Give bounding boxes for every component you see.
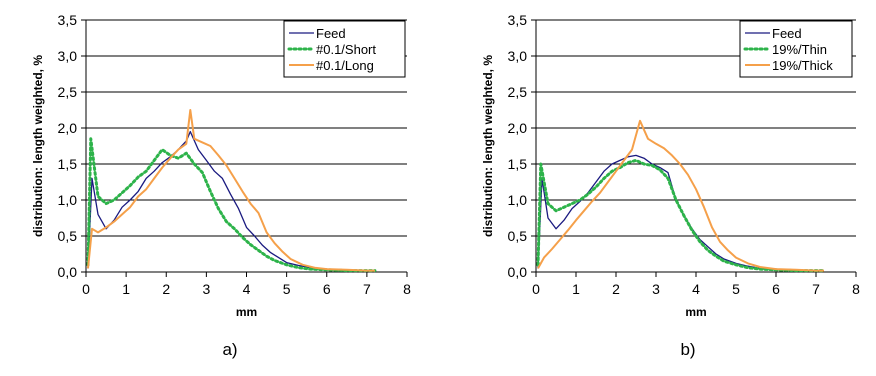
y-tick-label: 0,5 [58,228,78,244]
x-tick-label: 0 [82,281,90,297]
x-tick-label: 1 [122,281,130,297]
y-tick-label: 0,0 [508,264,528,280]
x-tick-label: 4 [243,281,251,297]
x-tick-label: 5 [732,281,740,297]
y-tick-label: 0,5 [508,228,528,244]
x-tick-label: 3 [202,281,210,297]
legend-label: #0.1/Long [316,58,374,73]
legend-label: 19%/Thick [772,58,833,73]
legend-label: Feed [316,26,346,41]
x-tick-label: 7 [812,281,820,297]
x-tick-label: 2 [162,281,170,297]
y-tick-label: 2,0 [508,120,528,136]
y-axis-label: distribution: length weighted, % [31,55,45,237]
series-line-19-thick [537,119,824,272]
series-line-feed [87,130,375,272]
y-tick-label: 2,5 [58,84,78,100]
y-tick-label: 3,5 [58,12,78,28]
y-tick-label: 1,0 [508,192,528,208]
series-line--0-1-short [86,137,377,273]
y-tick-label: 2,0 [58,120,78,136]
legend-label: 19%/Thin [772,42,827,57]
y-axis-label: distribution: length weighted, % [481,55,495,237]
series-line-19-thin [536,158,826,273]
x-tick-label: 0 [532,281,540,297]
legend-label: #0.1/Short [316,42,376,57]
chart-panel-a: 0,0 0,5 1,0 1,5 2,0 2,5 3,0 3,5 0 1 2 3 4 5 6 7 8 mm distr… [31,12,411,359]
x-tick-label: 6 [772,281,780,297]
legend-label: Feed [772,26,802,41]
y-tick-label: 1,0 [58,192,78,208]
series-line--0-1-long [87,109,375,272]
chart-panel-b: 0,0 0,5 1,0 1,5 2,0 2,5 3,0 3,5 0 1 2 3 4 5 6 7 8 mm distr… [481,12,860,359]
x-tick-label: 1 [572,281,580,297]
y-tick-label: 0,0 [58,264,78,280]
x-tick-label: 2 [612,281,620,297]
panel-caption: a) [222,340,237,359]
x-tick-label: 8 [403,281,411,297]
x-tick-label: 8 [852,281,860,297]
x-axis-label: mm [236,305,257,319]
x-tick-label: 6 [323,281,331,297]
y-tick-label: 3,5 [508,12,528,28]
x-tick-label: 5 [283,281,291,297]
y-tick-label: 1,5 [58,156,78,172]
x-axis-label: mm [685,305,706,319]
x-tick-label: 7 [363,281,371,297]
legend: Feed#0.1/Short#0.1/Long [283,20,406,78]
panel-caption: b) [680,340,695,359]
x-tick-label: 3 [652,281,660,297]
y-tick-label: 3,0 [508,48,528,64]
x-tick-label: 4 [692,281,700,297]
y-tick-label: 3,0 [58,48,78,64]
y-tick-label: 2,5 [508,84,528,100]
y-tick-label: 1,5 [508,156,528,172]
